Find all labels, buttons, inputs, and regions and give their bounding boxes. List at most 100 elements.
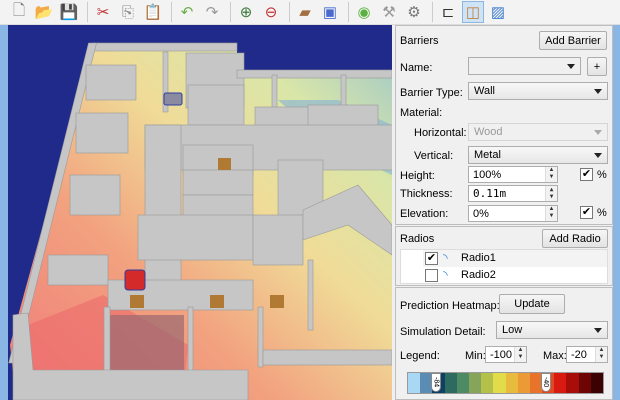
add-barrier-button[interactable]: ▰ [294, 1, 316, 23]
elevation-label: Elevation: [400, 208, 449, 220]
new-document-icon: 🗋 [12, 1, 26, 19]
add-radio-button[interactable]: Add Radio [542, 229, 608, 248]
legend-swatch [493, 373, 506, 393]
max-input[interactable]: -20 ▲ ▼ [566, 346, 608, 363]
prediction-heatmap-label: Prediction Heatmap: [400, 300, 500, 312]
legend-swatch [578, 373, 591, 393]
undo-button[interactable]: ↶ [176, 1, 198, 23]
elevation-input[interactable]: 0% ▲ ▼ [468, 205, 558, 222]
elevation-percent-label: % [597, 207, 607, 219]
thickness-input[interactable]: 0.11m ▲ ▼ [468, 185, 558, 202]
legend-swatch: -84 [431, 373, 445, 393]
floorplan-icon: ◫ [465, 4, 481, 21]
add-radio-button[interactable]: ◉ [353, 1, 375, 23]
max-label: Max: [543, 350, 567, 362]
spinner-icon[interactable]: ▲ ▼ [545, 186, 557, 201]
add-barrier-button[interactable]: Add Barrier [539, 31, 607, 50]
name-combo[interactable] [468, 57, 581, 75]
radio1-label: Radio1 [461, 252, 496, 264]
name-label: Name: [400, 62, 433, 74]
radio1-checkbox[interactable]: ✔ [425, 252, 438, 265]
min-input[interactable]: -100 ▲ ▼ [485, 346, 527, 363]
height-percent-label: % [597, 169, 607, 181]
legend-color-bar: -84 -40 [407, 372, 604, 394]
window-border [613, 25, 620, 400]
radio-list: ✔ ◝ Radio1 ◝ Radio2 [400, 249, 608, 284]
legend-swatch [517, 373, 530, 393]
paste-icon: 📋 [143, 4, 163, 21]
radio-item[interactable]: ✔ ◝ Radio1 [423, 250, 607, 267]
dark-room [104, 315, 184, 377]
legend-swatch [566, 373, 579, 393]
vertical-value: Metal [474, 149, 501, 161]
open-folder-icon: 📂 [34, 4, 54, 21]
legend-swatch: -40 [541, 373, 555, 393]
properties-panel: Barriers Add Barrier Name: + Barrier Typ… [395, 25, 613, 400]
spinner-icon[interactable]: ▲ ▼ [595, 347, 607, 362]
undo-icon: ↶ [180, 4, 194, 21]
horizontal-value: Wood [474, 126, 503, 138]
add-region-button[interactable]: ▣ [319, 1, 341, 23]
radio-item[interactable]: ◝ Radio2 [423, 267, 607, 284]
height-value: 100% [473, 168, 502, 181]
chevron-down-icon [567, 64, 575, 69]
legend-swatch [481, 373, 494, 393]
max-value: -20 [571, 348, 587, 361]
radios-group: Radios Add Radio ✔ ◝ Radio1 ◝ Radio2 [395, 226, 613, 286]
material-label: Material: [400, 107, 443, 119]
height-input[interactable]: 100% ▲ ▼ [468, 166, 558, 183]
elevation-percent-checkbox[interactable]: ✔ [580, 206, 593, 219]
legend-swatch [456, 373, 469, 393]
horizontal-label: Horizontal: [414, 127, 467, 139]
barrier-type-label: Barrier Type: [400, 87, 463, 99]
floorplan-canvas[interactable] [8, 25, 392, 400]
toolbar-separator [289, 2, 290, 22]
copy-button[interactable]: ⎘ [117, 1, 139, 23]
route-icon: ⊏ [441, 4, 455, 21]
floorplan-button[interactable]: ◫ [462, 1, 484, 23]
thickness-value: 0.11m [473, 187, 507, 200]
wifi-icon: ◉ [357, 4, 371, 21]
zoom-in-button[interactable]: ⊕ [235, 1, 257, 23]
legend-marker[interactable]: -40 [541, 373, 552, 392]
spinner-icon[interactable]: ▲ ▼ [545, 167, 557, 182]
chevron-down-icon [594, 89, 602, 94]
settings-button[interactable]: ⚙ [403, 1, 425, 23]
toolbar-separator [432, 2, 433, 22]
3d-floorplan-view[interactable] [8, 25, 392, 400]
redo-icon: ↷ [205, 4, 219, 21]
height-percent-checkbox[interactable]: ✔ [580, 168, 593, 181]
add-region-icon: ▣ [322, 4, 338, 21]
redo-button[interactable]: ↷ [201, 1, 223, 23]
open-button[interactable]: 📂 [33, 1, 55, 23]
prediction-group: Prediction Heatmap: Update Simulation De… [395, 287, 613, 400]
horizontal-material-combo: Wood [468, 123, 608, 141]
spinner-icon[interactable]: ▲ ▼ [545, 206, 557, 221]
legend-marker[interactable]: -84 [431, 373, 442, 392]
paste-button[interactable]: 📋 [142, 1, 164, 23]
gear-icon: ⚙ [407, 4, 421, 21]
heatmap-button[interactable]: ▨ [487, 1, 509, 23]
radio2-checkbox[interactable] [425, 269, 438, 282]
radios-title: Radios [400, 233, 435, 245]
save-disk-icon: 💾 [59, 4, 79, 21]
tools-icon: ⚒ [382, 4, 396, 21]
legend-swatch [444, 373, 457, 393]
save-button[interactable]: 💾 [58, 1, 80, 23]
simulation-detail-value: Low [502, 324, 523, 336]
update-button[interactable]: Update [499, 294, 565, 314]
cut-button[interactable]: ✂ [92, 1, 114, 23]
legend-swatch [590, 373, 603, 393]
add-wall-icon: ▰ [299, 4, 311, 21]
add-name-button[interactable]: + [587, 57, 607, 76]
zoom-out-button[interactable]: ⊖ [260, 1, 282, 23]
radio2-marker[interactable] [163, 92, 183, 106]
radio1-marker[interactable] [124, 269, 146, 291]
barrier-type-combo[interactable]: Wall [468, 82, 608, 100]
simulation-detail-combo[interactable]: Low [496, 321, 608, 339]
spinner-icon[interactable]: ▲ ▼ [514, 347, 526, 362]
route-button[interactable]: ⊏ [437, 1, 459, 23]
new-button[interactable]: 🗋 [8, 1, 30, 23]
tools-button[interactable]: ⚒ [378, 1, 400, 23]
vertical-material-combo[interactable]: Metal [468, 146, 608, 164]
